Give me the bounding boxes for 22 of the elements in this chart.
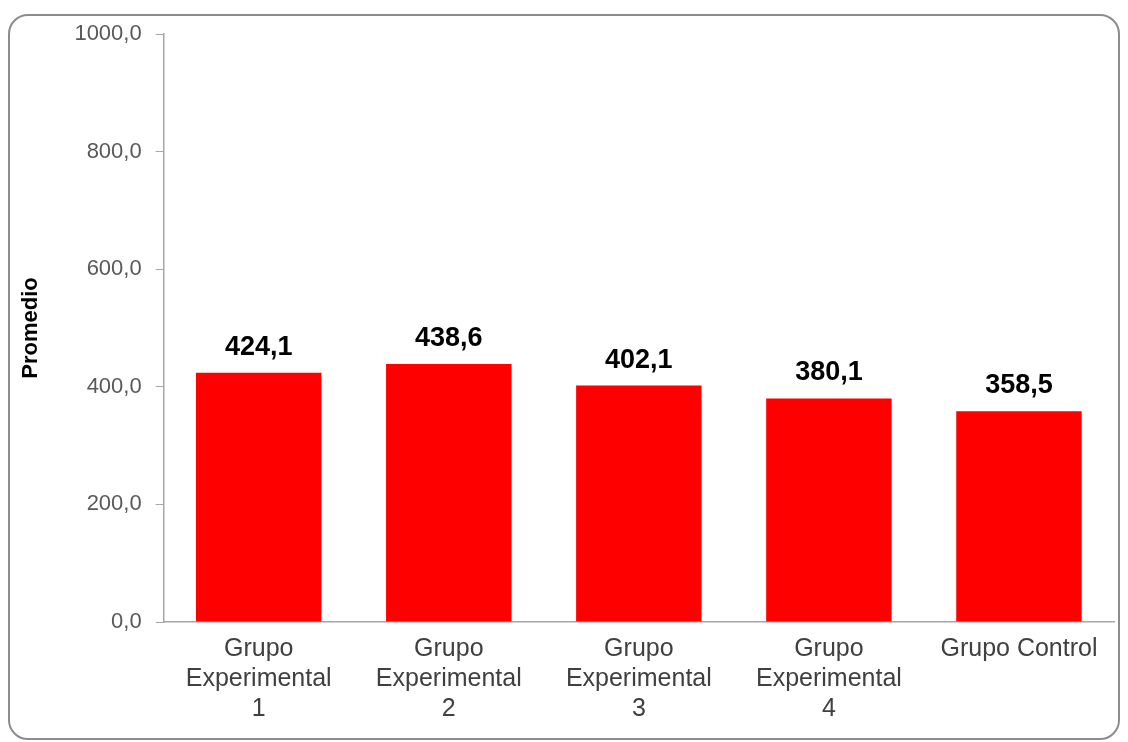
- data-label: 402,1: [605, 343, 673, 374]
- data-label: 380,1: [795, 356, 863, 387]
- bar: [766, 398, 892, 622]
- x-tick-label: Grupo Experimental 1: [185, 632, 332, 721]
- bar: [386, 364, 512, 622]
- y-axis-title: Promedio: [17, 277, 43, 379]
- y-tick-label: 800,0: [86, 137, 142, 163]
- y-tick-label: 1000,0: [74, 20, 142, 46]
- data-label: 438,6: [414, 322, 483, 353]
- bar: [196, 372, 322, 622]
- bar: [576, 385, 702, 622]
- data-label: 358,5: [985, 369, 1053, 400]
- x-tick-label: Grupo Control: [940, 632, 1098, 661]
- y-tick-label: 200,0: [86, 490, 142, 516]
- x-tick-label: Grupo Experimental 4: [755, 632, 902, 721]
- bar: [956, 411, 1082, 622]
- data-label: 424,1: [224, 330, 293, 361]
- x-tick-label: Grupo Experimental 3: [565, 632, 712, 721]
- y-tick-label: 600,0: [86, 255, 142, 281]
- y-tick-label: 400,0: [86, 372, 142, 398]
- y-tick-label: 0,0: [111, 608, 142, 634]
- x-tick-label: Grupo Experimental 2: [375, 632, 522, 721]
